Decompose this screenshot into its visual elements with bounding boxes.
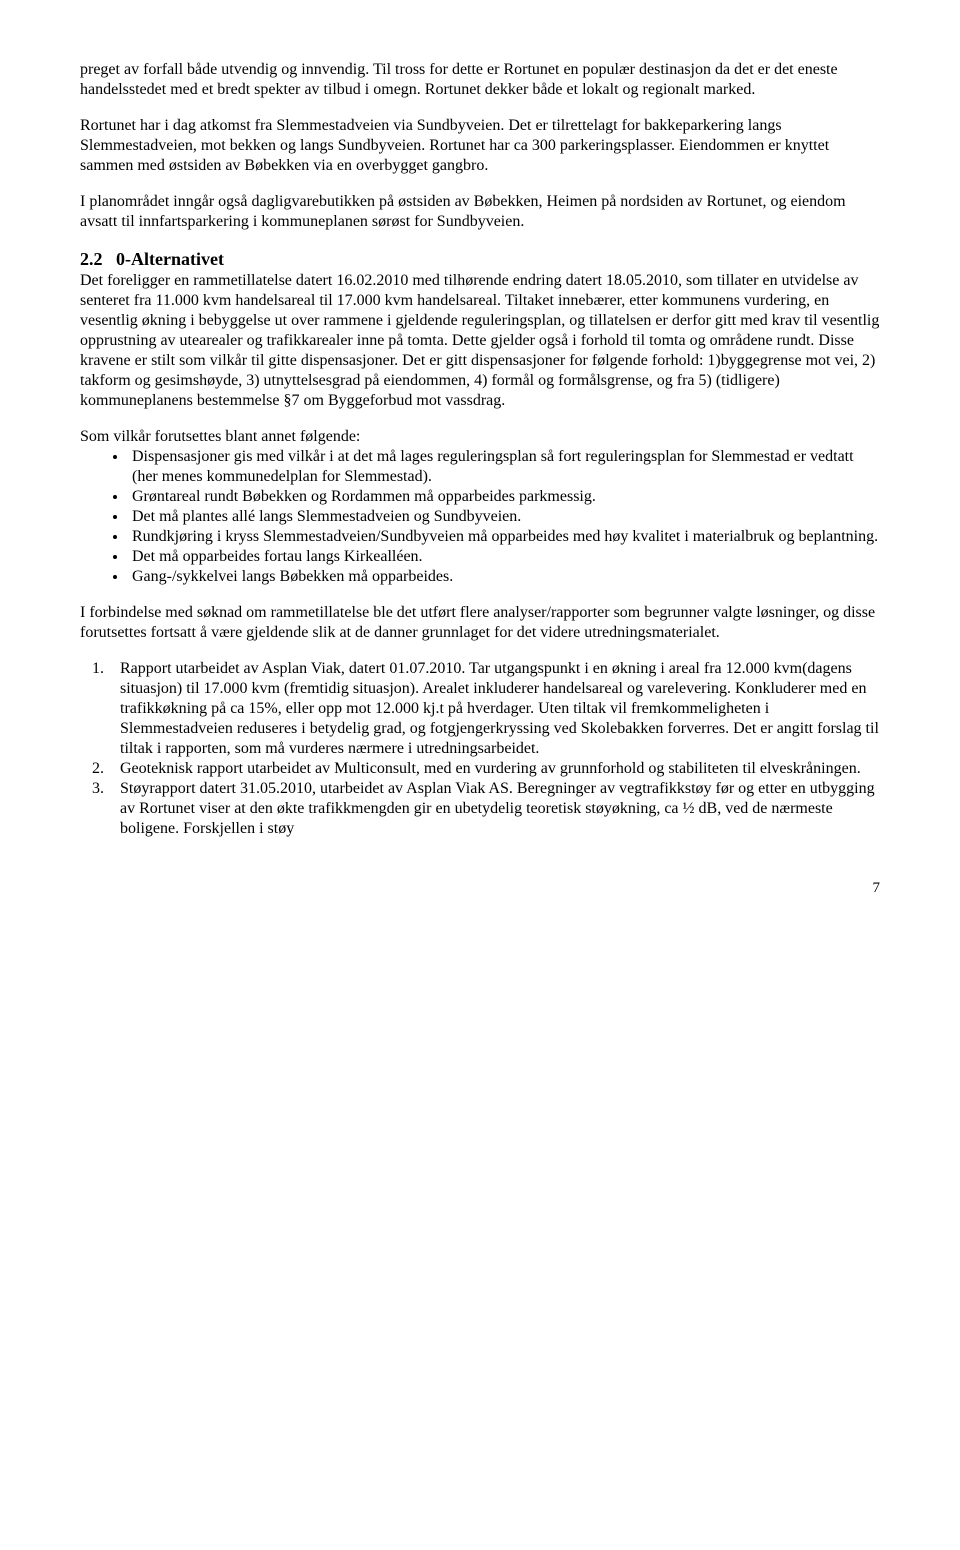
paragraph-1: preget av forfall både utvendig og innve…: [80, 60, 880, 100]
report-item: Støyrapport datert 31.05.2010, utarbeide…: [108, 779, 880, 839]
paragraph-3: I planområdet inngår også dagligvarebuti…: [80, 192, 880, 232]
condition-item: Grøntareal rundt Bøbekken og Rordammen m…: [128, 487, 880, 507]
section-number: 2.2: [80, 249, 103, 269]
condition-item: Det må opparbeides fortau langs Kirkeall…: [128, 547, 880, 567]
section-heading: 2.2 0-Alternativet: [80, 249, 224, 269]
condition-item: Det må plantes allé langs Slemmestadveie…: [128, 507, 880, 527]
conditions-list: Dispensasjoner gis med vilkår i at det m…: [80, 447, 880, 587]
paragraph-2: Rortunet har i dag atkomst fra Slemmesta…: [80, 116, 880, 176]
reports-list: Rapport utarbeidet av Asplan Viak, dater…: [80, 659, 880, 839]
condition-item: Dispensasjoner gis med vilkår i at det m…: [128, 447, 880, 487]
section-2-2: 2.2 0-Alternativet Det foreligger en ram…: [80, 248, 880, 411]
section-title: 0-Alternativet: [116, 249, 224, 269]
conditions-intro: Som vilkår forutsettes blant annet følge…: [80, 427, 880, 447]
condition-item: Rundkjøring i kryss Slemmestadveien/Sund…: [128, 527, 880, 547]
report-item: Rapport utarbeidet av Asplan Viak, dater…: [108, 659, 880, 759]
page-number: 7: [80, 879, 880, 898]
condition-item: Gang-/sykkelvei langs Bøbekken må opparb…: [128, 567, 880, 587]
reports-intro: I forbindelse med søknad om rammetillate…: [80, 603, 880, 643]
section-intro: Det foreligger en rammetillatelse datert…: [80, 272, 879, 409]
report-item: Geoteknisk rapport utarbeidet av Multico…: [108, 759, 880, 779]
